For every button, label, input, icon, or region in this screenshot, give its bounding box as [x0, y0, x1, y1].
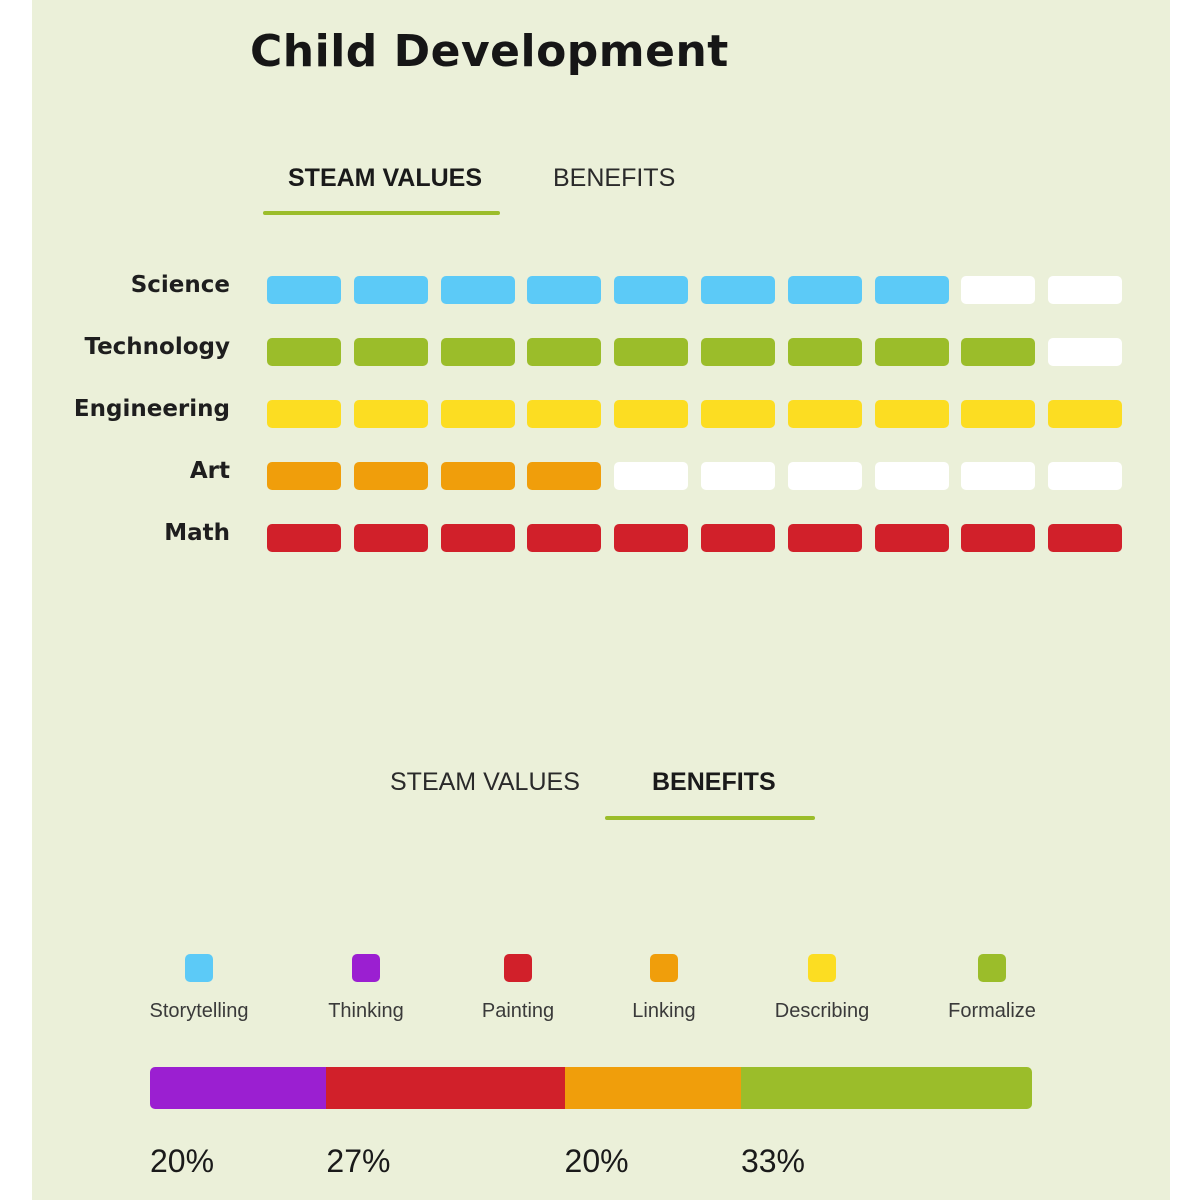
tab-benefits-bottom[interactable]: BENEFITS — [652, 768, 776, 796]
legend-label-describing: Describing — [774, 1000, 870, 1022]
filled-segment-technology — [614, 338, 689, 366]
filled-segment-math — [614, 524, 689, 552]
filled-segment-art — [353, 462, 428, 490]
legend-label-storytelling: Storytelling — [149, 1000, 249, 1022]
filled-segment-engineering — [527, 400, 602, 428]
filled-segment-technology — [787, 338, 862, 366]
filled-segment-technology — [353, 338, 428, 366]
filled-segment-science — [440, 276, 515, 304]
filled-segment-engineering — [701, 400, 775, 428]
percent-label-linking: 20% — [564, 1143, 629, 1179]
empty-segment-art — [614, 462, 689, 490]
filled-segment-math — [440, 524, 515, 552]
filled-segment-science — [614, 276, 689, 304]
percent-label-thinking: 20% — [150, 1143, 215, 1179]
filled-segment-technology — [267, 338, 341, 366]
filled-segment-science — [701, 276, 775, 304]
empty-segment-art — [787, 462, 862, 490]
tab-benefits-top[interactable]: BENEFITS — [553, 164, 676, 192]
empty-segment-technology — [1048, 338, 1123, 366]
filled-segment-engineering — [267, 400, 341, 428]
stacked-segment-linking — [564, 1067, 741, 1109]
percent-label-formalize: 33% — [740, 1143, 805, 1179]
legend-swatch-thinking — [352, 954, 380, 982]
legend-label-thinking: Thinking — [328, 1000, 404, 1022]
filled-segment-science — [353, 276, 428, 304]
active-tab-underline-bottom — [605, 816, 815, 820]
tab-steam-values-top[interactable]: STEAM VALUES — [288, 164, 482, 192]
legend-swatch-storytelling — [185, 954, 213, 982]
active-tab-underline-top — [263, 211, 500, 215]
filled-segment-technology — [440, 338, 515, 366]
filled-segment-science — [874, 276, 949, 304]
row-label-engineering: Engineering — [73, 396, 230, 422]
empty-segment-art — [874, 462, 949, 490]
filled-segment-engineering — [1048, 400, 1123, 428]
filled-segment-math — [527, 524, 602, 552]
filled-segment-science — [267, 276, 341, 304]
legend-swatch-formalize — [978, 954, 1006, 982]
filled-segment-math — [1048, 524, 1123, 552]
filled-segment-art — [267, 462, 341, 490]
filled-segment-science — [527, 276, 602, 304]
filled-segment-engineering — [353, 400, 428, 428]
filled-segment-engineering — [961, 400, 1036, 428]
legend-label-painting: Painting — [481, 1000, 555, 1022]
legend-label-formalize: Formalize — [948, 1000, 1036, 1022]
empty-segment-art — [701, 462, 775, 490]
empty-segment-art — [1048, 462, 1123, 490]
stacked-segment-painting — [326, 1067, 565, 1109]
filled-segment-engineering — [787, 400, 862, 428]
legend-swatch-painting — [504, 954, 532, 982]
filled-segment-engineering — [874, 400, 949, 428]
filled-segment-technology — [701, 338, 775, 366]
row-label-technology: Technology — [84, 334, 230, 360]
filled-segment-math — [874, 524, 949, 552]
filled-segment-math — [701, 524, 775, 552]
panel-background — [32, 0, 1170, 1200]
filled-segment-engineering — [440, 400, 515, 428]
row-label-art: Art — [189, 458, 230, 484]
filled-segment-math — [267, 524, 341, 552]
filled-segment-technology — [961, 338, 1036, 366]
filled-segment-technology — [527, 338, 602, 366]
tab-steam-values-bottom[interactable]: STEAM VALUES — [390, 768, 580, 796]
row-label-science: Science — [130, 272, 230, 298]
filled-segment-math — [353, 524, 428, 552]
stacked-segment-thinking — [150, 1067, 327, 1109]
empty-segment-art — [961, 462, 1036, 490]
legend-swatch-describing — [808, 954, 836, 982]
filled-segment-math — [787, 524, 862, 552]
filled-segment-engineering — [614, 400, 689, 428]
stacked-segment-formalize — [740, 1067, 1032, 1109]
filled-segment-technology — [874, 338, 949, 366]
legend-swatch-linking — [650, 954, 678, 982]
filled-segment-math — [961, 524, 1036, 552]
filled-segment-art — [527, 462, 602, 490]
percent-label-painting: 27% — [326, 1143, 391, 1179]
empty-segment-science — [1048, 276, 1123, 304]
filled-segment-art — [440, 462, 515, 490]
legend-label-linking: Linking — [632, 1000, 696, 1022]
page-title: Child Development — [250, 26, 729, 77]
filled-segment-science — [787, 276, 862, 304]
row-label-math: Math — [164, 520, 230, 546]
empty-segment-science — [961, 276, 1036, 304]
